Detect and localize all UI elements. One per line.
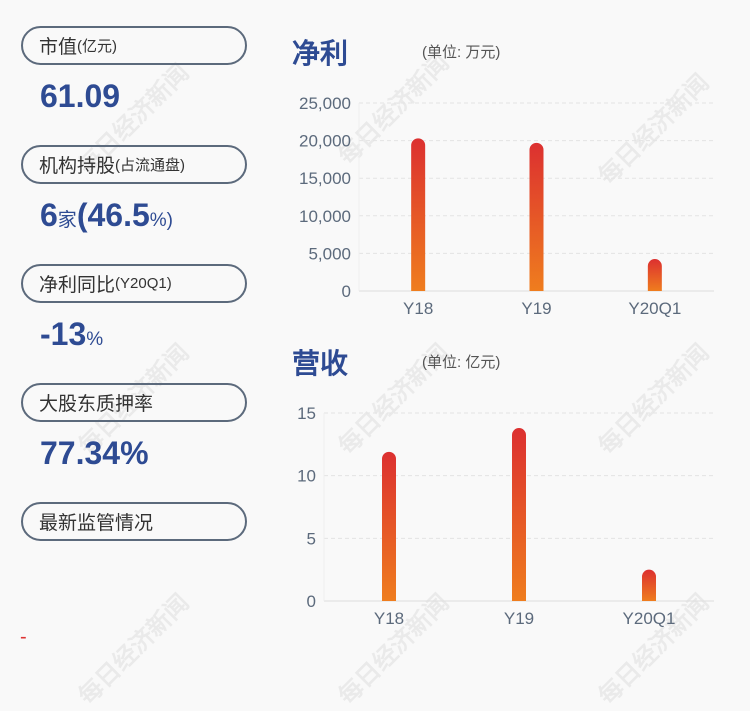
chart-title: 营收 — [292, 348, 349, 379]
metric-label-unit: (Y20Q1) — [115, 275, 172, 292]
metric-value: 61.09 — [40, 78, 121, 114]
bar — [529, 142, 544, 291]
chart-title: 净利 — [292, 38, 349, 69]
bar — [512, 428, 526, 601]
metric-label-unit: (占流通盘) — [115, 157, 186, 174]
bar — [382, 451, 396, 601]
bar — [642, 569, 656, 601]
metric-institution-holding[interactable]: 机构持股 (占流通盘) — [21, 145, 247, 184]
y-tick-label: 15 — [297, 404, 316, 423]
bar — [647, 259, 662, 291]
y-tick-label: 5 — [307, 529, 316, 548]
chart-unit: (单位: 亿元) — [422, 354, 501, 371]
y-tick-label: 5,000 — [308, 244, 351, 263]
revenue-chart: 0 5 10 15 Y18 Y19 Y20Q1 — [297, 404, 714, 628]
metric-value: 6家(46.5%) — [40, 197, 173, 233]
x-tick-label: Y20Q1 — [623, 609, 676, 628]
y-tick-label: 0 — [307, 592, 316, 611]
metric-profit-yoy[interactable]: 净利同比 (Y20Q1) — [21, 264, 247, 303]
x-tick-label: Y18 — [374, 609, 404, 628]
y-tick-label: 20,000 — [299, 132, 351, 151]
metric-label: 净利同比 — [39, 275, 116, 296]
watermark: 每日经济新闻 — [73, 589, 195, 711]
footer-mark: - — [20, 626, 27, 648]
x-tick-label: Y19 — [521, 299, 551, 318]
metric-pledge-ratio[interactable]: 大股东质押率 — [21, 383, 247, 422]
bar — [411, 138, 426, 291]
net-profit-chart: 0 5,000 10,000 15,000 20,000 25,000 Y18 Y19 Y20Q… — [299, 94, 714, 318]
y-tick-label: 10 — [297, 467, 316, 486]
metric-label: 市值 — [39, 37, 78, 58]
y-tick-label: 25,000 — [299, 94, 351, 113]
y-tick-label: 10,000 — [299, 207, 351, 226]
metric-regulation[interactable]: 最新监管情况 — [21, 502, 247, 541]
y-tick-label: 15,000 — [299, 169, 351, 188]
metric-label-unit: (亿元) — [77, 38, 118, 55]
metric-market-cap[interactable]: 市值 (亿元) — [21, 26, 247, 65]
metric-value: 77.34% — [40, 435, 149, 471]
metric-label: 大股东质押率 — [39, 394, 154, 415]
metric-value: -13% — [40, 316, 104, 352]
metric-label: 最新监管情况 — [39, 513, 154, 534]
metric-label: 机构持股 — [39, 156, 116, 177]
x-tick-label: Y20Q1 — [628, 299, 681, 318]
y-tick-label: 0 — [342, 282, 351, 301]
x-tick-label: Y19 — [504, 609, 534, 628]
x-tick-label: Y18 — [403, 299, 433, 318]
chart-unit: (单位: 万元) — [422, 44, 501, 61]
